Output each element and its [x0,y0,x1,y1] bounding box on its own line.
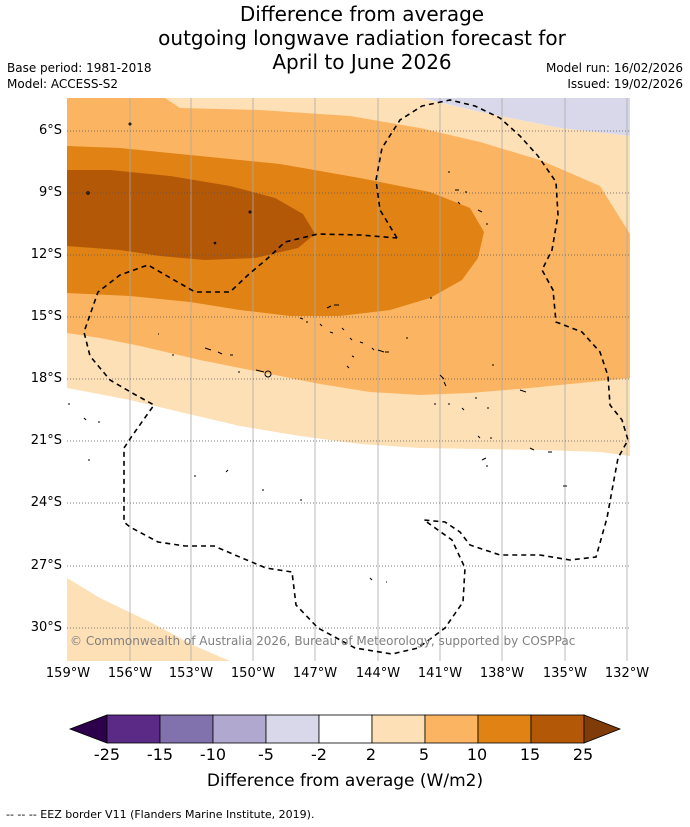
island-cluster-east [406,297,552,467]
colorbar-segment [477,714,532,744]
colorbar-tick: -10 [199,745,227,764]
islands [68,122,567,583]
colorbar-tick: 15 [519,745,541,764]
colorbar [68,714,622,744]
colorbar-segment [371,714,426,744]
meta-right: Model run: 16/02/2026 Issued: 19/02/2026 [546,60,683,92]
island [86,191,90,195]
lat-label-6s: 6°S [38,123,62,138]
lon-label-135w: 135°W [542,666,588,681]
lat-label-18s: 18°S [30,371,62,386]
colorbar-title: Difference from average (W/m2) [206,771,484,791]
lat-label-15s: 15°S [30,309,62,324]
island-cluster-west [158,333,233,356]
model-run: Model run: 16/02/2026 [545,61,683,75]
colorbar-tick: 2 [365,745,377,764]
anomaly-band-negative [420,98,630,136]
lon-label-138w: 138°W [479,666,525,681]
colorbar-segment [530,714,585,744]
lon-label-156w: 156°W [107,666,153,681]
colorbar-tick: 25 [572,745,594,764]
lon-label-147w: 147°W [292,666,338,681]
colorbar-tick: 5 [418,745,430,764]
lat-label-27s: 27°S [30,558,62,573]
lat-label-9s: 9°S [38,185,62,200]
lat-label-30s: 30°S [30,620,62,635]
title-line-3: April to June 2026 [272,50,452,74]
title-line-2: outgoing longwave radiation forecast for [158,26,566,50]
anomaly-field [67,98,630,661]
anomaly-band-2-5-corner [67,578,230,661]
colorbar-tick: -5 [258,745,274,764]
copyright-notice: © Commonwealth of Australia 2026, Bureau… [70,634,576,648]
colorbar-segment [318,714,373,744]
map-title: Difference from average outgoing longwav… [0,2,690,74]
island-cluster-central [299,304,389,369]
colorbar-tick: -2 [311,745,327,764]
colorbar-tick: -15 [146,745,174,764]
island-cluster-north [448,171,488,225]
colorbar-segment [265,714,320,744]
lat-lines [67,130,630,629]
lon-label-141w: 141°W [417,666,463,681]
lat-label-24s: 24°S [30,495,62,510]
lon-label-144w: 144°W [355,666,401,681]
title-line-1: Difference from average [239,2,485,26]
colorbar-segment [159,714,214,744]
lon-label-159w: 159°W [45,666,91,681]
colorbar-over-arrow [583,714,622,744]
colorbar-segment [424,714,479,744]
colorbar-segment [106,714,161,744]
grid-lines [129,98,628,661]
eez-footnote: -- -- -- EEZ border V11 (Flanders Marine… [6,808,315,821]
island [213,241,217,245]
lat-label-12s: 12°S [30,247,62,262]
lat-label-21s: 21°S [30,433,62,448]
colorbar-tick: -25 [93,745,121,764]
meta-left: Base period: 1981-2018 Model: ACCESS-S2 [7,60,152,92]
base-period: Base period: 1981-2018 [7,61,152,75]
colorbar-under-arrow [68,714,108,744]
lon-label-153w: 153°W [168,666,214,681]
island-cluster-tahiti [238,369,272,378]
model-name: Model: ACCESS-S2 [7,77,119,91]
island [248,210,252,214]
colorbar-segment [212,714,267,744]
lon-label-150w: 150°W [230,666,276,681]
island-cluster-south [68,403,567,583]
colorbar-tick: 10 [466,745,488,764]
issued-date: Issued: 19/02/2026 [567,77,683,91]
eez-border [83,99,629,655]
island [128,122,132,126]
lon-label-132w: 132°W [604,666,650,681]
